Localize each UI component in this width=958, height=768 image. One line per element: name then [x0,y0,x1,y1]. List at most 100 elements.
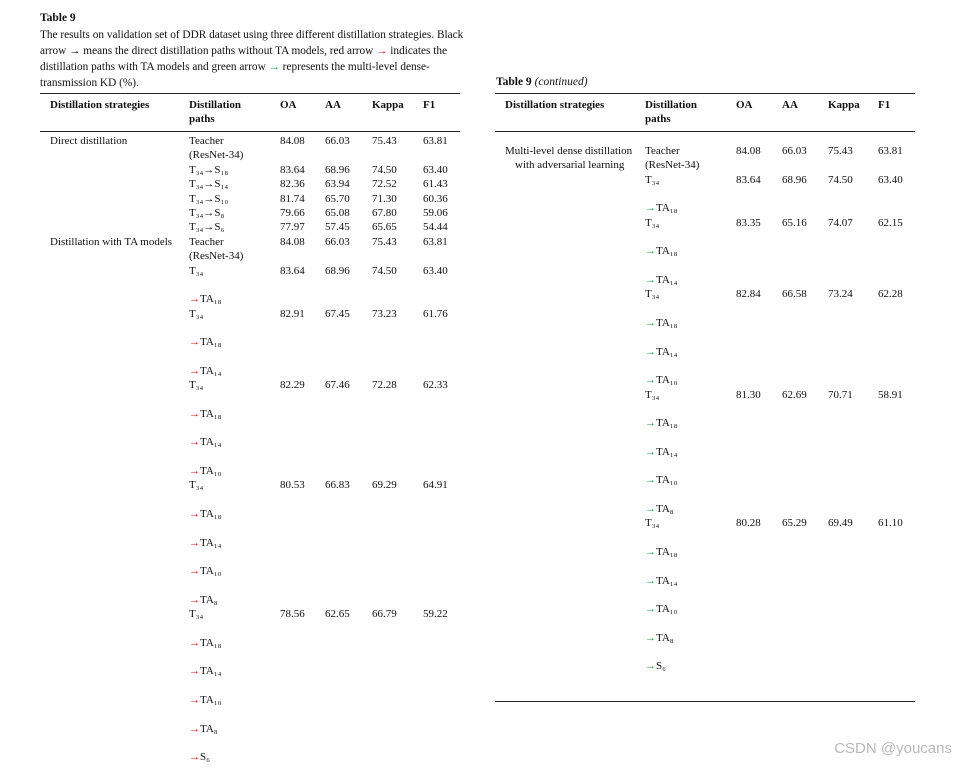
watermark: CSDN @youcans [834,740,952,757]
path-step: →TA₁₀ [645,602,677,616]
path-arrow: → [189,336,200,349]
path-node: T₃₄ [645,288,660,301]
cell-value: 75.43 [372,235,397,248]
caption-arrow: → [69,45,81,57]
cell-value: 60.36 [423,192,448,205]
cell-value: 77.97 [280,221,305,234]
path-arrow: → [645,660,656,673]
path-arrow: → [189,593,200,606]
caption: The results on validation set of DDR dat… [40,27,470,91]
column-header: Kappa [372,99,404,111]
path-arrow: → [189,465,200,477]
rule [495,131,915,132]
path-step: →TA₁₄ [189,664,221,678]
path-arrow: → [189,364,200,377]
path-step: →TA₁₈ [189,636,221,650]
cell-value: 65.70 [325,192,350,205]
cell-value: 62.28 [878,288,903,301]
path-step: →TA₁₀ [189,693,221,707]
path-step: →TA₁₄ [189,435,221,449]
path-node: TA₁₀ [200,565,222,578]
cell-value: 59.06 [423,207,448,219]
path-step: →TA₁₄ [645,273,677,287]
cell-value: 62.65 [325,608,350,621]
cell-value: 82.36 [280,178,305,191]
column-header: Kappa [828,99,860,111]
path-node: Teacher [189,235,224,248]
cell-value: 62.15 [878,216,903,229]
path-node: T₃₄→S₁₀ [189,192,229,205]
caption-text: The results on validation set of DDR dat… [40,29,464,57]
path-node: TA₁₈ [656,546,678,558]
path-node: T₃₄ [645,517,660,530]
title-note: (continued) [534,76,588,88]
path-node: TA₁₀ [200,465,222,477]
caption-text: represents the multi-level dense-transmi… [40,61,430,89]
column-header: OA [280,99,297,111]
path-step: →TA₁₄ [189,536,221,550]
path-arrow: → [189,508,200,520]
cell-value: 66.03 [325,135,350,147]
path-arrow: → [189,536,200,549]
path-step: →TA₁₈ [645,545,677,559]
cell-value: 61.76 [423,307,448,320]
caption-arrow: → [376,45,388,57]
path-node: TA₁₄ [656,345,678,358]
path-step: →TA₁₈ [189,407,221,421]
path-node: TA₁₄ [656,445,678,458]
path-step: →TA₁₈ [645,416,677,430]
cell-value: 78.56 [280,608,305,621]
path-arrow: → [645,574,656,587]
path-node: T₃₄ [645,388,660,401]
path-arrow: → [645,603,656,616]
table-title: Table 9 [40,12,76,24]
path-arrow: → [645,546,656,558]
caption-text: means the direct distillation paths with… [80,45,377,57]
path-node: TA₁₈ [200,293,222,306]
rule [495,93,915,94]
cell-value: 74.50 [372,163,397,176]
rule [40,131,460,132]
path-arrow: → [645,474,656,487]
cell-value: 67.80 [372,207,397,219]
path-node: TA₁₄ [200,436,222,449]
strategy: Distillation with TA models [50,235,173,248]
cell-value: 74.50 [828,173,853,186]
cell-value: 63.40 [423,163,448,176]
path-node: TA₁₈ [656,245,678,258]
path-step: →TA₁₈ [645,316,677,330]
cell-value: 61.10 [878,517,903,530]
path-node: TA₁₀ [656,603,678,616]
path-step: →TA₁₈ [189,335,221,349]
path-arrow: → [189,436,200,449]
cell-value: 74.50 [372,264,397,277]
path-arrow: → [189,751,200,764]
path-step: →TA₁₄ [645,445,677,459]
cell-value: 57.45 [325,221,350,234]
strategy: Multi-level dense distillation with adve… [505,145,633,171]
strategy: Direct distillation [50,135,128,147]
cell-value: 66.83 [325,479,350,492]
cell-value: 83.35 [736,216,761,229]
cell-value: 81.74 [280,192,305,205]
path-arrow: → [645,317,656,329]
path-node: TA₁₄ [200,536,222,549]
cell-value: 79.66 [280,207,305,219]
path-arrow: → [189,407,200,420]
path-node: TA₁₈ [200,508,222,520]
path-arrow: → [645,274,656,286]
cell-value: 68.96 [325,163,350,176]
cell-value: 58.91 [878,388,903,401]
cell-value: 65.16 [782,216,807,229]
path-step: →S₆ [189,750,210,764]
path-node: TA₁₈ [656,317,678,329]
path-node: TA₁₈ [200,636,222,649]
column-header: OA [736,99,753,111]
cell-value: 73.24 [828,288,853,301]
column-header: Distillation strategies [50,99,150,111]
path-node: TA₁₈ [656,417,678,430]
path-node: T₃₄ [645,173,660,186]
path-step: →TA₈ [189,593,218,607]
path-step: →TA₁₀ [189,564,221,578]
